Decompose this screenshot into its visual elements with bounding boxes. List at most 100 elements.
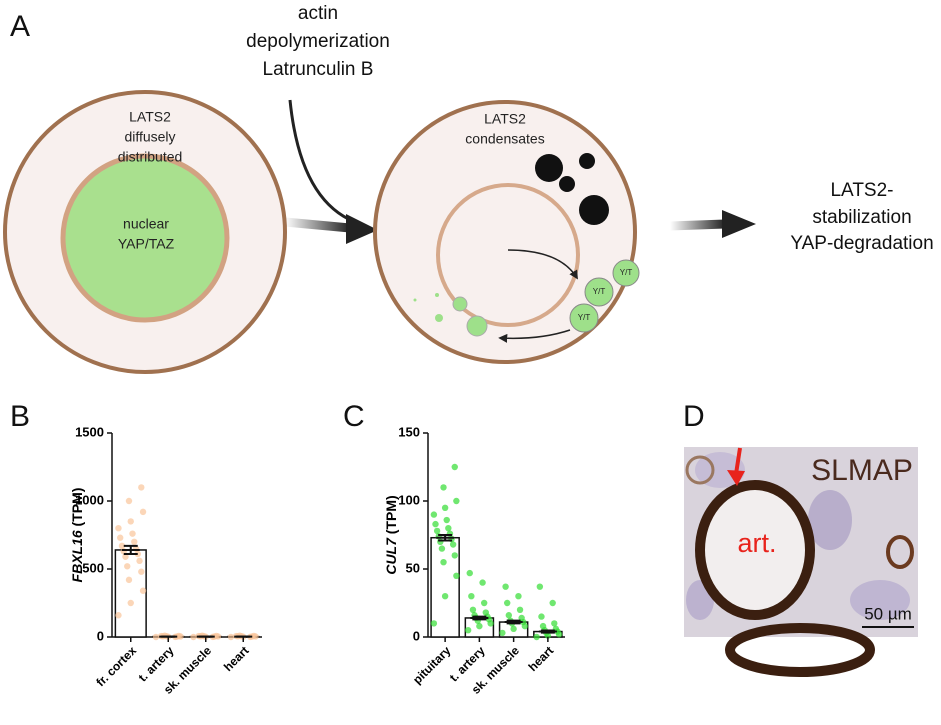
data-point: [444, 517, 450, 523]
error-bar: [539, 630, 557, 632]
cell-text: condensates: [465, 131, 544, 147]
outcome-text: YAP-degradation: [790, 233, 933, 254]
data-point: [452, 464, 458, 470]
data-point: [128, 600, 134, 606]
arrow: [285, 222, 350, 228]
data-point: [551, 620, 557, 626]
error-bar: [470, 617, 488, 620]
data-point: [445, 525, 451, 531]
droplet: [435, 314, 443, 322]
data-point: [442, 505, 448, 511]
cell-text: diffusely: [124, 129, 175, 145]
data-point: [540, 623, 546, 629]
data-point: [517, 607, 523, 613]
data-point: [126, 498, 132, 504]
data-point: [442, 593, 448, 599]
y-tick-label: 1000: [75, 492, 104, 507]
data-point: [515, 593, 521, 599]
data-point: [499, 630, 505, 636]
droplet-label: Y/T: [593, 287, 606, 296]
condensate: [579, 195, 609, 225]
data-point: [440, 484, 446, 490]
y-tick-label: 0: [413, 628, 420, 643]
data-point: [476, 623, 482, 629]
stain-label: SLMAP: [811, 454, 913, 487]
data-point: [468, 593, 474, 599]
nucleus-text: nuclear: [123, 216, 169, 232]
x-tick-label: fr. cortex: [93, 643, 139, 689]
data-point: [506, 612, 512, 618]
data-point: [129, 530, 135, 536]
error-bar: [505, 621, 523, 624]
data-point: [131, 539, 137, 545]
data-point: [483, 609, 489, 615]
data-point: [538, 613, 544, 619]
data-point: [434, 528, 440, 534]
droplet: [414, 299, 417, 302]
condensate: [559, 176, 575, 192]
data-point: [537, 583, 543, 589]
condensate: [579, 153, 595, 169]
droplet: [435, 293, 439, 297]
data-point: [115, 525, 121, 531]
data-point: [533, 634, 539, 640]
y-tick-label: 1500: [75, 424, 104, 439]
cell-text: LATS2: [129, 109, 171, 125]
panel-letter: B: [10, 400, 30, 433]
arrow: [290, 100, 355, 222]
y-label-unit: (TPM): [383, 495, 399, 534]
y-tick-label: 0: [97, 628, 104, 643]
data-point: [450, 541, 456, 547]
outcome-text: LATS2-: [830, 180, 893, 201]
data-point: [431, 620, 437, 626]
data-point: [140, 509, 146, 515]
nucleus-text: YAP/TAZ: [118, 236, 175, 252]
data-point: [452, 552, 458, 558]
y-tick-label: 50: [406, 560, 420, 575]
data-point: [140, 588, 146, 594]
data-point: [470, 607, 476, 613]
cell-text: LATS2: [484, 111, 526, 127]
data-point: [432, 521, 438, 527]
data-point: [549, 600, 555, 606]
data-point: [138, 484, 144, 490]
x-tick-label: pituitary: [410, 643, 454, 687]
y-label-gene: CUL7: [383, 537, 399, 575]
droplet-label: Y/T: [578, 313, 591, 322]
region-label: art.: [737, 528, 776, 558]
data-point: [126, 577, 132, 583]
panel-letter: C: [343, 400, 365, 433]
data-point: [465, 627, 471, 633]
scale-bar-label: 50 µm: [864, 604, 912, 623]
panel-letter: A: [10, 10, 30, 43]
data-point: [128, 518, 134, 524]
data-point: [136, 558, 142, 564]
data-point: [431, 511, 437, 517]
y-tick-label: 100: [398, 492, 420, 507]
data-point: [467, 570, 473, 576]
treatment-text: Latrunculin B: [263, 59, 374, 80]
data-point: [504, 600, 510, 606]
data-point: [510, 626, 516, 632]
x-tick-label: heart: [221, 643, 252, 674]
arrow: [670, 224, 725, 226]
data-point: [502, 583, 508, 589]
data-point: [479, 579, 485, 585]
y-axis-label: CUL7 (TPM): [383, 495, 399, 574]
treatment-text: depolymerization: [246, 31, 390, 52]
arrowhead: [722, 210, 756, 238]
treatment-text: actin: [298, 3, 338, 24]
condensate: [535, 154, 563, 182]
data-point: [440, 559, 446, 565]
outcome-text: stabilization: [812, 207, 911, 228]
data-point: [481, 600, 487, 606]
data-point: [138, 569, 144, 575]
data-point: [115, 612, 121, 618]
y-tick-label: 150: [398, 424, 420, 439]
cell-text: distributed: [118, 149, 183, 165]
error-bar: [436, 535, 454, 540]
droplet: [467, 316, 487, 336]
data-point: [453, 573, 459, 579]
data-point: [117, 535, 123, 541]
